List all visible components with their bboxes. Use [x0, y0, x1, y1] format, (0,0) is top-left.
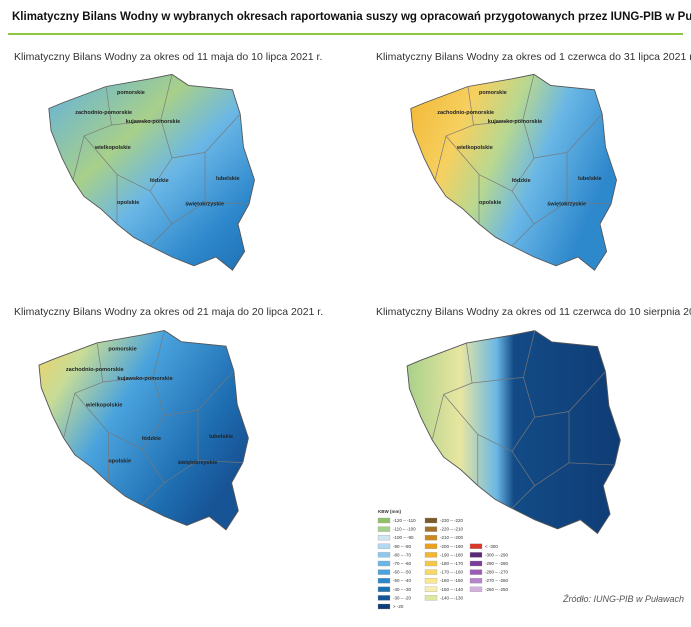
legend-swatch [469, 569, 483, 575]
legend-label: -100 – -90 [393, 535, 414, 540]
map: pomorskie zachodnio-pomorskie kujawsko-pom… [410, 73, 618, 271]
legend-label: -300 – -290 [485, 552, 509, 557]
region-label: zachodnio-pomorskie [437, 110, 494, 116]
region-label: lubelskie [578, 176, 602, 182]
region-label: opolskie [117, 200, 139, 206]
legend-label: > -20 [393, 604, 404, 609]
legend-swatch [424, 526, 438, 532]
region-label: zachodnio-pomorskie [66, 367, 124, 373]
region-borders [63, 330, 243, 506]
legend-swatch [377, 595, 391, 601]
legend-label: -40 – -30 [393, 587, 412, 592]
legend-swatch [377, 578, 391, 584]
legend-label: -270 – -260 [485, 578, 509, 583]
region-label: pomorskie [108, 347, 136, 353]
region-label: pomorskie [117, 90, 145, 96]
legend-swatch [424, 586, 438, 592]
legend-swatch [424, 517, 438, 524]
region-label: wielkopolskie [94, 145, 131, 151]
legend-label: -60 – -50 [393, 570, 412, 575]
legend-swatch [377, 535, 391, 541]
legend-label: -180 – -170 [440, 561, 464, 566]
legend-swatch [377, 552, 391, 558]
title: Klimatyczny Bilans Wodny w wybranych okr… [12, 11, 691, 23]
country-shape [406, 329, 621, 535]
legend-swatch [469, 578, 483, 584]
region-label: łódzkie [142, 436, 161, 442]
region-label: kujawsko-pomorskie [117, 376, 172, 382]
region-borders [72, 74, 250, 247]
legend-swatch [377, 517, 391, 524]
legend-label: -190 – -180 [440, 552, 464, 557]
legend-label: -30 – -20 [393, 595, 412, 600]
map-caption: Klimatyczny Bilans Wodny za okres od 11 … [14, 51, 322, 63]
country-shape [38, 329, 249, 531]
region-label: łódzkie [150, 178, 169, 184]
map: pomorskie zachodnio-pomorskie kujawsko-pom… [48, 73, 256, 271]
legend-swatch [424, 543, 438, 549]
map [406, 329, 621, 535]
country-shape [410, 73, 618, 271]
legend-swatch [469, 552, 483, 558]
map: pomorskie zachodnio-pomorskie kujawsko-pom… [38, 329, 249, 531]
legend-swatch [424, 578, 438, 584]
source: Źródło: IUNG-PIB w Puławach [562, 594, 684, 604]
map-caption: Klimatyczny Bilans Wodny za okres od 11 … [376, 306, 691, 318]
region-label: świętokrzyskie [178, 460, 218, 466]
region-label: lubelskie [216, 176, 240, 182]
legend-label: -220 – -210 [440, 527, 464, 532]
legend-swatch [469, 560, 483, 567]
legend-label: -90 – -80 [393, 544, 412, 549]
legend-label: < -300 [485, 544, 498, 549]
legend-label: -200 – -190 [440, 544, 464, 549]
legend-label: -110 – -100 [393, 527, 416, 532]
legend-swatch [424, 595, 438, 601]
region-label: świętokrzyskie [547, 201, 586, 207]
legend-label: -80 – -70 [393, 552, 412, 557]
legend-swatch [469, 543, 483, 549]
legend-label: -230 – -220 [440, 518, 464, 523]
legend-label: -170 – -160 [440, 570, 464, 575]
region-label: świętokrzyskie [185, 201, 224, 207]
legend-swatch [377, 569, 391, 575]
map-caption: Klimatyczny Bilans Wodny za okres od 1 c… [376, 51, 691, 63]
legend-swatch [469, 586, 483, 592]
legend-swatch [424, 552, 438, 558]
legend-label: -140 – -130 [440, 595, 464, 600]
country-shape [48, 73, 256, 271]
region-label: łódzkie [512, 178, 531, 184]
region-label: wielkopolskie [85, 403, 122, 409]
legend-title: KBW (mm) [378, 509, 401, 514]
legend-label: -290 – -280 [485, 561, 509, 566]
legend-swatch [377, 603, 391, 610]
legend-swatch [377, 543, 391, 549]
map-caption: Klimatyczny Bilans Wodny za okres od 21 … [14, 306, 323, 318]
region-label: kujawsko-pomorskie [488, 119, 542, 125]
legend-label: -120 – -110 [393, 518, 416, 523]
legend-label: -280 – -270 [485, 570, 509, 575]
legend-label: -260 – -250 [485, 587, 509, 592]
region-label: opolskie [479, 200, 501, 206]
legend-swatch [424, 569, 438, 575]
legend-label: -150 – -140 [440, 587, 464, 592]
region-label: opolskie [108, 459, 131, 465]
legend-swatch [424, 560, 438, 567]
region-borders [431, 330, 615, 509]
legend-swatch [424, 535, 438, 541]
region-borders [434, 74, 612, 247]
region-label: pomorskie [479, 90, 507, 96]
legend-swatch [377, 526, 391, 532]
region-label: kujawsko-pomorskie [126, 119, 180, 125]
legend-label: -160 – -150 [440, 578, 464, 583]
legend-swatch [377, 560, 391, 567]
legend-label: -50 – -40 [393, 578, 412, 583]
region-label: lubelskie [209, 434, 233, 440]
legend-label: -70 – -60 [393, 561, 412, 566]
legend-swatch [377, 586, 391, 592]
region-label: zachodnio-pomorskie [75, 110, 132, 116]
legend-label: -210 – -200 [440, 535, 464, 540]
region-label: wielkopolskie [456, 145, 493, 151]
